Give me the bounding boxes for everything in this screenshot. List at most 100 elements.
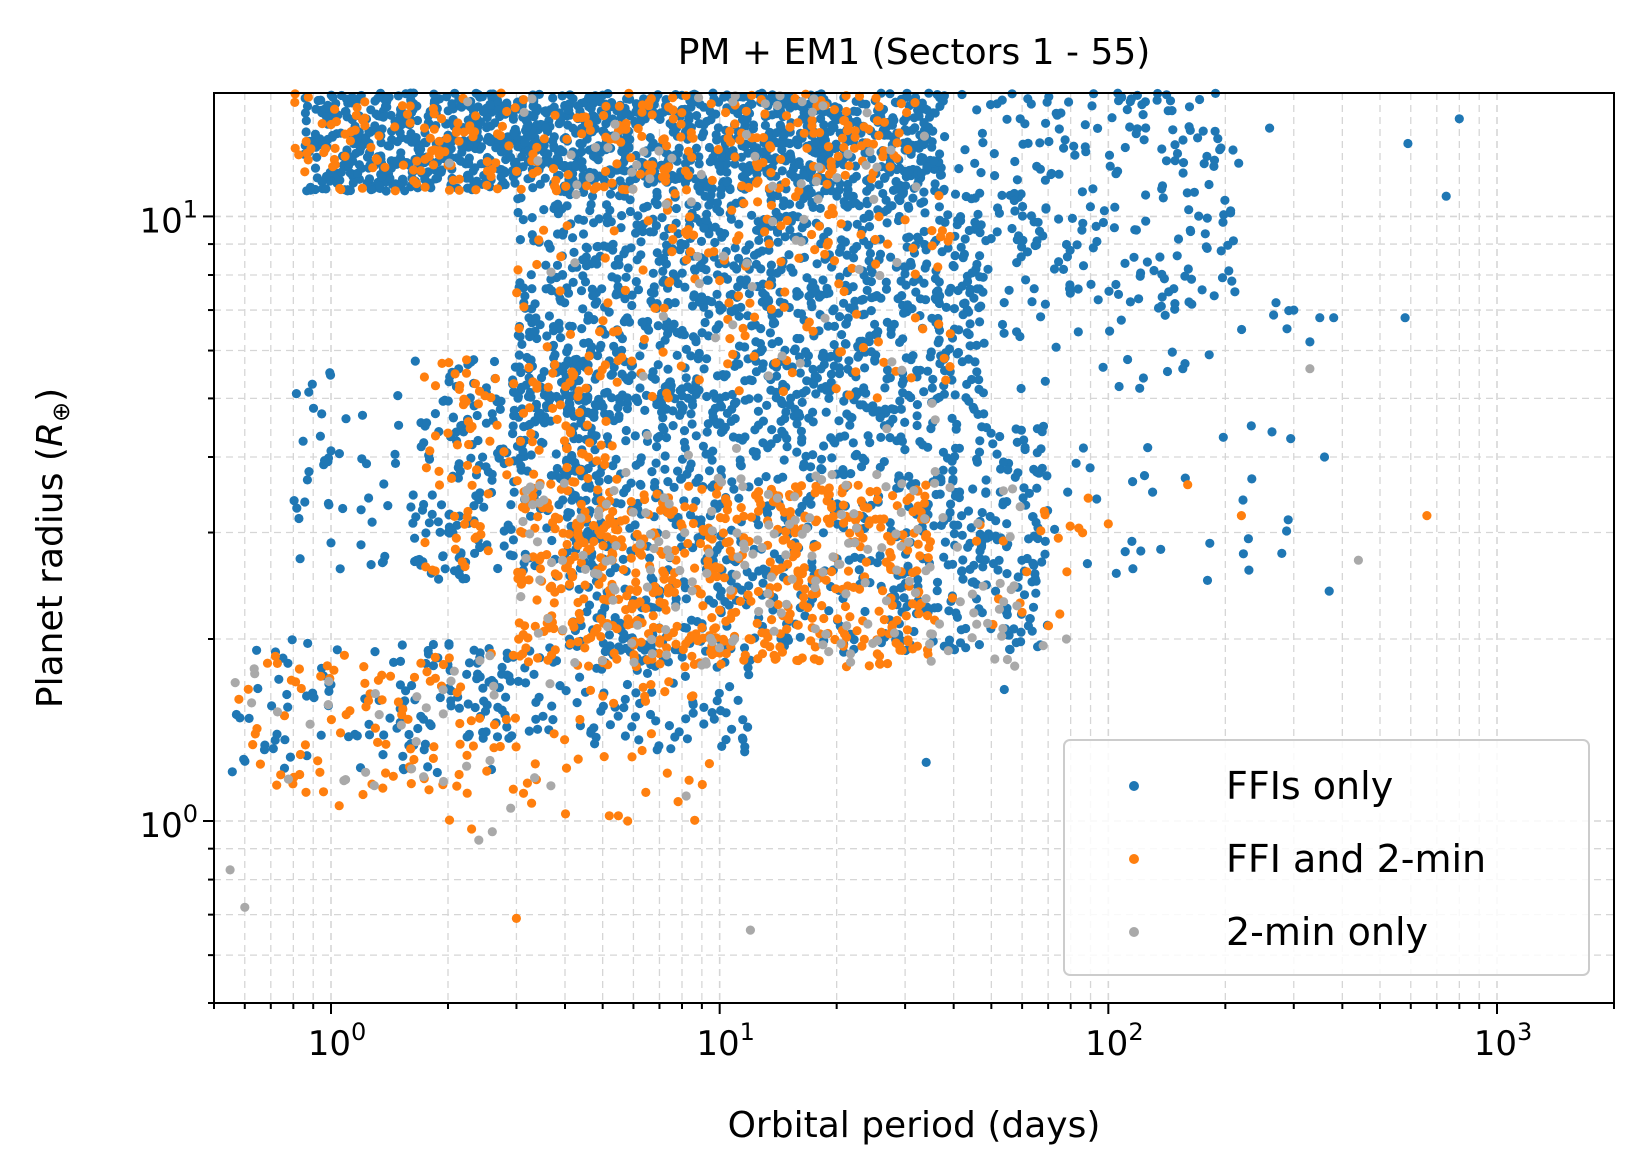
point-ffis-only	[940, 132, 950, 142]
point-ffi-and-2-min	[697, 484, 707, 494]
point-ffis-only	[604, 409, 615, 420]
point-ffis-only	[332, 645, 342, 655]
point-ffis-only	[652, 442, 662, 452]
point-ffi-and-2-min	[685, 212, 695, 222]
point-ffi-and-2-min	[667, 223, 678, 233]
point-ffis-only	[964, 225, 974, 236]
point-ffi-and-2-min	[764, 239, 774, 249]
point-ffis-only	[1005, 644, 1015, 654]
point-ffis-only	[729, 484, 739, 494]
point-ffis-only	[400, 186, 410, 196]
point-ffis-only	[373, 93, 383, 103]
point-ffis-only	[495, 404, 505, 414]
point-ffis-only	[317, 409, 327, 419]
point-ffi-and-2-min	[529, 469, 539, 479]
point-ffi-and-2-min	[810, 245, 820, 255]
point-ffis-only	[851, 198, 861, 208]
point-ffis-only	[803, 191, 813, 201]
point-ffis-only	[633, 285, 644, 295]
point-ffis-only	[539, 367, 549, 377]
point-ffi-and-2-min	[845, 528, 855, 538]
point-ffis-only	[1050, 524, 1060, 535]
point-ffis-only	[975, 436, 985, 446]
point-ffis-only	[292, 503, 302, 513]
point-ffi-and-2-min	[549, 598, 559, 608]
point-ffis-only	[620, 731, 631, 741]
point-ffi-and-2-min	[862, 138, 872, 148]
point-ffis-only	[797, 397, 807, 407]
point-ffis-only	[977, 128, 988, 138]
point-ffi-and-2-min	[753, 506, 764, 516]
point-ffis-only	[1324, 586, 1334, 596]
point-ffi-and-2-min	[865, 487, 875, 497]
point-ffi-and-2-min	[844, 161, 854, 171]
point-ffis-only	[1142, 257, 1152, 267]
point-ffis-only	[517, 339, 527, 349]
point-ffis-only	[508, 421, 518, 431]
point-ffis-only	[911, 287, 921, 297]
point-ffis-only	[614, 413, 624, 423]
point-ffis-only	[422, 418, 432, 428]
point-ffis-only	[649, 282, 659, 292]
point-ffis-only	[624, 142, 634, 152]
point-ffis-only	[1182, 188, 1192, 198]
point-ffis-only	[1041, 118, 1051, 128]
point-ffi-and-2-min	[451, 533, 461, 543]
point-ffi-and-2-min	[888, 491, 898, 501]
point-ffis-only	[472, 410, 482, 421]
point-ffi-and-2-min	[543, 382, 553, 392]
point-ffis-only	[557, 270, 568, 280]
point-ffi-and-2-min	[490, 373, 501, 384]
point-ffis-only	[889, 585, 899, 595]
point-ffi-and-2-min	[919, 498, 930, 508]
point-ffi-and-2-min	[637, 107, 647, 117]
point-ffi-and-2-min	[612, 474, 622, 484]
point-ffis-only	[715, 227, 725, 237]
point-ffis-only	[721, 735, 731, 745]
point-ffis-only	[1152, 95, 1162, 105]
point-ffis-only	[340, 106, 350, 117]
point-ffis-only	[513, 330, 523, 340]
point-ffi-and-2-min	[726, 137, 736, 147]
point-ffis-only	[338, 503, 348, 514]
point-ffi-and-2-min	[908, 644, 918, 654]
point-ffis-only	[470, 163, 480, 173]
point-ffis-only	[801, 451, 811, 461]
point-ffis-only	[1107, 113, 1117, 123]
point-ffis-only	[763, 509, 773, 519]
point-ffi-and-2-min	[462, 355, 472, 365]
point-ffis-only	[335, 564, 345, 574]
point-ffi-and-2-min	[713, 144, 723, 155]
point-ffi-and-2-min	[499, 447, 509, 457]
point-ffis-only	[671, 203, 682, 214]
point-ffis-only	[577, 157, 587, 167]
point-ffis-only	[619, 488, 629, 498]
point-ffis-only	[950, 189, 961, 199]
point-ffi-and-2-min	[575, 465, 585, 475]
point-ffis-only	[998, 497, 1009, 507]
point-ffis-only	[795, 368, 805, 378]
point-ffis-only	[850, 451, 860, 461]
point-ffis-only	[1070, 150, 1080, 160]
point-ffis-only	[1002, 610, 1012, 620]
point-ffis-only	[1018, 201, 1028, 212]
point-ffis-only	[302, 691, 312, 701]
point-ffi-and-2-min	[776, 154, 786, 164]
point-ffis-only	[699, 702, 709, 713]
point-ffi-and-2-min	[920, 491, 930, 501]
point-ffis-only	[627, 722, 637, 732]
point-ffis-only	[489, 356, 500, 367]
point-ffis-only	[740, 342, 750, 352]
point-ffis-only	[829, 111, 839, 121]
point-ffis-only	[874, 180, 884, 190]
point-ffis-only	[935, 215, 945, 225]
point-ffis-only	[717, 303, 727, 313]
point-ffis-only	[1125, 297, 1135, 307]
point-ffis-only	[441, 92, 452, 102]
point-ffi-and-2-min	[722, 505, 733, 515]
point-ffis-only	[644, 325, 654, 335]
point-ffis-only	[1185, 225, 1195, 235]
point-ffis-only	[1161, 156, 1172, 166]
point-ffis-only	[875, 550, 885, 561]
point-ffi-and-2-min	[527, 437, 538, 447]
